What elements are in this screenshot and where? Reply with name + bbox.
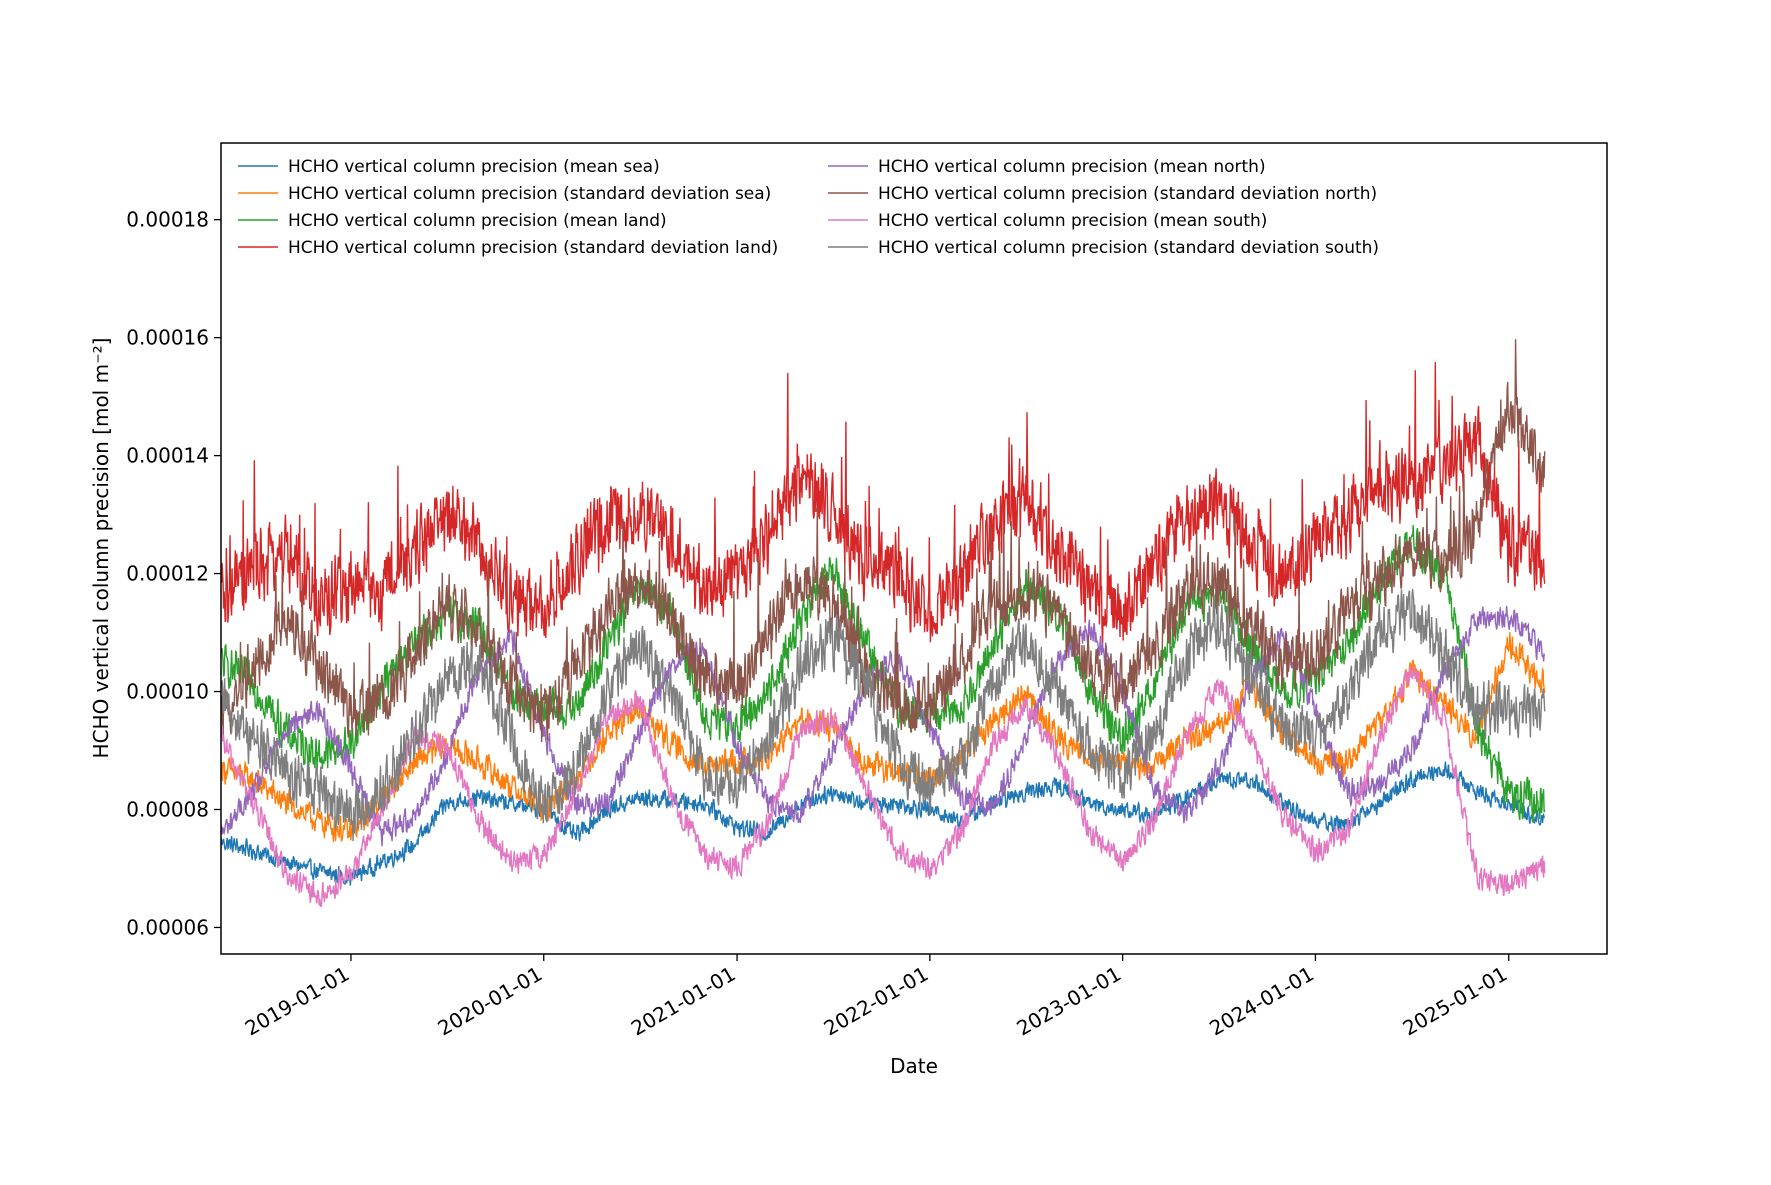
y-axis-label: HCHO vertical column precision [mol m⁻²] bbox=[89, 338, 113, 759]
x-axis-label: Date bbox=[890, 1054, 938, 1078]
legend-label-5: HCHO vertical column precision (mean nor… bbox=[878, 157, 1266, 177]
y-axis: 0.00006 0.00008 0.00010 0.00012 0.00014 0.000… bbox=[126, 208, 221, 939]
series-line-2 bbox=[220, 632, 1546, 842]
legend-label-1: HCHO vertical column precision (mean sea… bbox=[288, 157, 660, 177]
x-axis: 2019-01-01 2020-01-01 2021-01-01 2022-01-01… bbox=[241, 954, 1511, 1040]
legend-label-8: HCHO vertical column precision (standard… bbox=[878, 238, 1379, 258]
legend-label-6: HCHO vertical column precision (standard… bbox=[878, 184, 1377, 204]
plot-area bbox=[220, 339, 1546, 908]
legend-label-7: HCHO vertical column precision (mean sou… bbox=[878, 211, 1267, 231]
legend-label-3: HCHO vertical column precision (mean lan… bbox=[288, 211, 667, 231]
series-line-1 bbox=[220, 761, 1546, 886]
legend: HCHO vertical column precision (mean sea… bbox=[238, 157, 1379, 258]
x-tick-label: 2023-01-01 bbox=[1012, 962, 1125, 1041]
series-line-4 bbox=[220, 362, 1546, 644]
legend-label-2: HCHO vertical column precision (standard… bbox=[288, 184, 771, 204]
x-tick-label: 2020-01-01 bbox=[434, 962, 547, 1041]
legend-label-4: HCHO vertical column precision (standard… bbox=[288, 238, 778, 258]
series-line-7 bbox=[220, 665, 1546, 908]
y-tick-label: 0.00010 bbox=[126, 680, 209, 704]
y-tick-label: 0.00016 bbox=[126, 326, 209, 350]
y-tick-label: 0.00018 bbox=[126, 208, 209, 232]
axes-frame bbox=[220, 142, 1608, 955]
x-tick-label: 2025-01-01 bbox=[1399, 962, 1512, 1041]
series-line-6 bbox=[220, 339, 1546, 743]
x-tick-label: 2021-01-01 bbox=[627, 962, 740, 1041]
y-tick-label: 0.00012 bbox=[126, 562, 209, 586]
y-tick-label: 0.00006 bbox=[126, 915, 209, 939]
x-tick-label: 2024-01-01 bbox=[1205, 962, 1318, 1041]
x-tick-label: 2019-01-01 bbox=[241, 962, 354, 1041]
y-tick-label: 0.00008 bbox=[126, 797, 209, 821]
series-line-8 bbox=[221, 588, 1546, 842]
x-tick-label: 2022-01-01 bbox=[820, 962, 933, 1041]
y-tick-label: 0.00014 bbox=[126, 444, 209, 468]
